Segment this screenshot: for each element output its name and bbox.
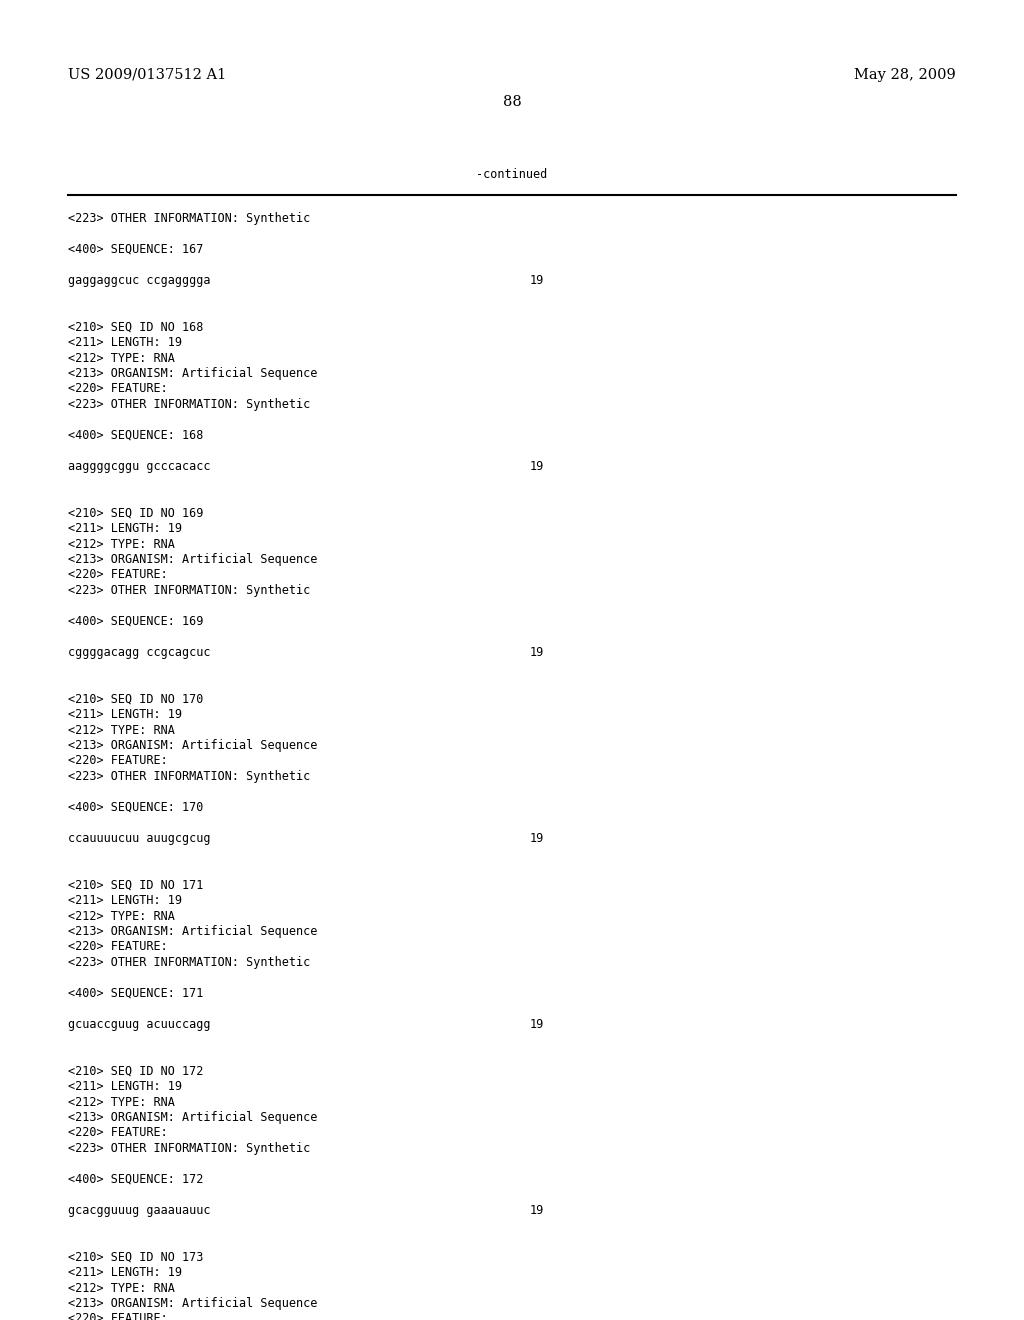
Text: <213> ORGANISM: Artificial Sequence: <213> ORGANISM: Artificial Sequence (68, 1111, 317, 1125)
Text: <220> FEATURE:: <220> FEATURE: (68, 1312, 168, 1320)
Text: <210> SEQ ID NO 173: <210> SEQ ID NO 173 (68, 1250, 204, 1263)
Text: <400> SEQUENCE: 168: <400> SEQUENCE: 168 (68, 429, 204, 442)
Text: <220> FEATURE:: <220> FEATURE: (68, 940, 168, 953)
Text: <213> ORGANISM: Artificial Sequence: <213> ORGANISM: Artificial Sequence (68, 925, 317, 939)
Text: ccauuuucuu auugcgcug: ccauuuucuu auugcgcug (68, 832, 211, 845)
Text: <223> OTHER INFORMATION: Synthetic: <223> OTHER INFORMATION: Synthetic (68, 213, 310, 224)
Text: -continued: -continued (476, 168, 548, 181)
Text: <213> ORGANISM: Artificial Sequence: <213> ORGANISM: Artificial Sequence (68, 1298, 317, 1309)
Text: <223> OTHER INFORMATION: Synthetic: <223> OTHER INFORMATION: Synthetic (68, 956, 310, 969)
Text: gcuaccguug acuuccagg: gcuaccguug acuuccagg (68, 1018, 211, 1031)
Text: US 2009/0137512 A1: US 2009/0137512 A1 (68, 69, 226, 82)
Text: gaggaggcuc ccgagggga: gaggaggcuc ccgagggga (68, 275, 211, 286)
Text: <211> LENGTH: 19: <211> LENGTH: 19 (68, 1266, 182, 1279)
Text: <210> SEQ ID NO 169: <210> SEQ ID NO 169 (68, 507, 204, 520)
Text: <212> TYPE: RNA: <212> TYPE: RNA (68, 909, 175, 923)
Text: May 28, 2009: May 28, 2009 (854, 69, 956, 82)
Text: <210> SEQ ID NO 172: <210> SEQ ID NO 172 (68, 1064, 204, 1077)
Text: <211> LENGTH: 19: <211> LENGTH: 19 (68, 521, 182, 535)
Text: 19: 19 (530, 832, 544, 845)
Text: <213> ORGANISM: Artificial Sequence: <213> ORGANISM: Artificial Sequence (68, 367, 317, 380)
Text: <211> LENGTH: 19: <211> LENGTH: 19 (68, 708, 182, 721)
Text: <213> ORGANISM: Artificial Sequence: <213> ORGANISM: Artificial Sequence (68, 739, 317, 752)
Text: <212> TYPE: RNA: <212> TYPE: RNA (68, 723, 175, 737)
Text: 19: 19 (530, 1018, 544, 1031)
Text: <211> LENGTH: 19: <211> LENGTH: 19 (68, 894, 182, 907)
Text: <220> FEATURE:: <220> FEATURE: (68, 1126, 168, 1139)
Text: <400> SEQUENCE: 170: <400> SEQUENCE: 170 (68, 801, 204, 814)
Text: <212> TYPE: RNA: <212> TYPE: RNA (68, 1096, 175, 1109)
Text: aaggggcggu gcccacacc: aaggggcggu gcccacacc (68, 459, 211, 473)
Text: <223> OTHER INFORMATION: Synthetic: <223> OTHER INFORMATION: Synthetic (68, 1142, 310, 1155)
Text: <400> SEQUENCE: 167: <400> SEQUENCE: 167 (68, 243, 204, 256)
Text: <223> OTHER INFORMATION: Synthetic: <223> OTHER INFORMATION: Synthetic (68, 770, 310, 783)
Text: 19: 19 (530, 645, 544, 659)
Text: <223> OTHER INFORMATION: Synthetic: <223> OTHER INFORMATION: Synthetic (68, 583, 310, 597)
Text: <220> FEATURE:: <220> FEATURE: (68, 569, 168, 582)
Text: <211> LENGTH: 19: <211> LENGTH: 19 (68, 1080, 182, 1093)
Text: <220> FEATURE:: <220> FEATURE: (68, 383, 168, 396)
Text: 88: 88 (503, 95, 521, 110)
Text: <210> SEQ ID NO 171: <210> SEQ ID NO 171 (68, 879, 204, 891)
Text: <213> ORGANISM: Artificial Sequence: <213> ORGANISM: Artificial Sequence (68, 553, 317, 566)
Text: <212> TYPE: RNA: <212> TYPE: RNA (68, 1282, 175, 1295)
Text: 19: 19 (530, 275, 544, 286)
Text: gcacgguuug gaaauauuc: gcacgguuug gaaauauuc (68, 1204, 211, 1217)
Text: <210> SEQ ID NO 168: <210> SEQ ID NO 168 (68, 321, 204, 334)
Text: <400> SEQUENCE: 171: <400> SEQUENCE: 171 (68, 987, 204, 1001)
Text: <223> OTHER INFORMATION: Synthetic: <223> OTHER INFORMATION: Synthetic (68, 399, 310, 411)
Text: <210> SEQ ID NO 170: <210> SEQ ID NO 170 (68, 693, 204, 705)
Text: <400> SEQUENCE: 172: <400> SEQUENCE: 172 (68, 1173, 204, 1185)
Text: cggggacagg ccgcagcuc: cggggacagg ccgcagcuc (68, 645, 211, 659)
Text: 19: 19 (530, 459, 544, 473)
Text: <212> TYPE: RNA: <212> TYPE: RNA (68, 351, 175, 364)
Text: <220> FEATURE:: <220> FEATURE: (68, 755, 168, 767)
Text: <212> TYPE: RNA: <212> TYPE: RNA (68, 537, 175, 550)
Text: <211> LENGTH: 19: <211> LENGTH: 19 (68, 337, 182, 348)
Text: <400> SEQUENCE: 169: <400> SEQUENCE: 169 (68, 615, 204, 628)
Text: 19: 19 (530, 1204, 544, 1217)
